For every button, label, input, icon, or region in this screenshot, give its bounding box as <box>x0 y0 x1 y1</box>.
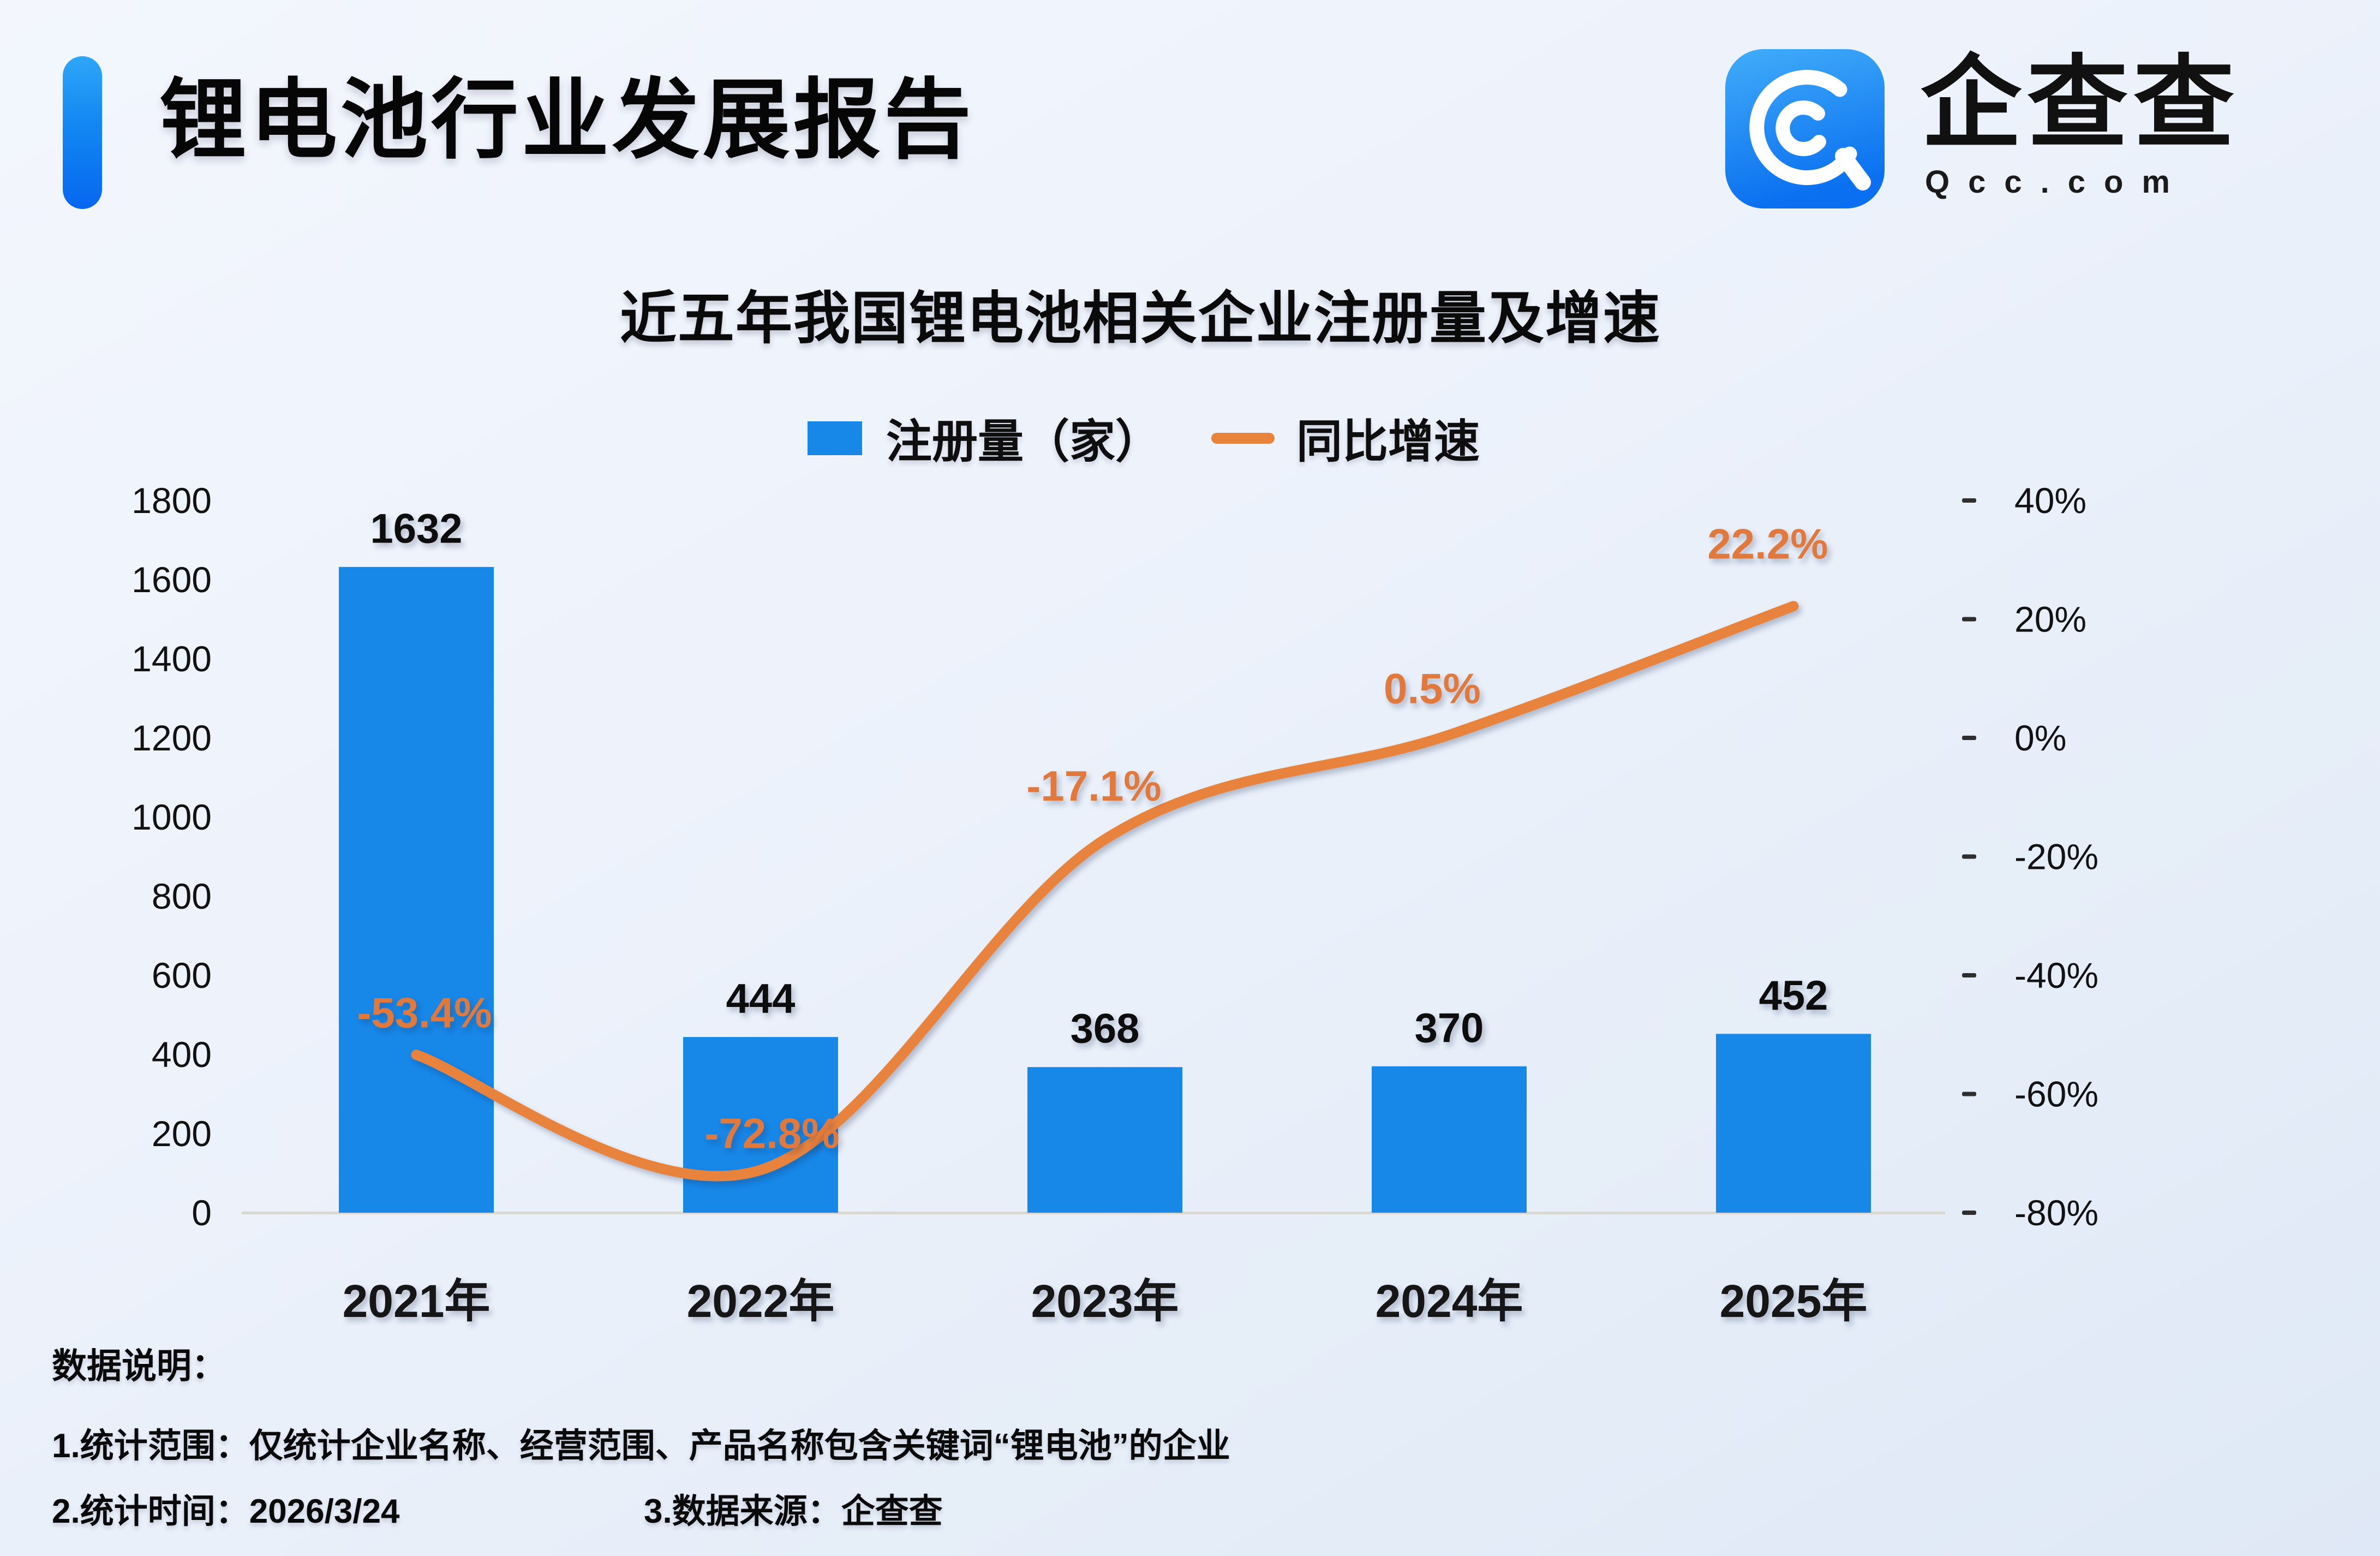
left-axis-tick-label: 1400 <box>131 639 212 679</box>
right-axis-tick-mark <box>1962 617 1976 622</box>
left-axis-tick-label: 400 <box>152 1034 212 1075</box>
x-axis-label: 2025年 <box>1720 1275 1868 1327</box>
growth-value-label: -53.4% <box>357 989 492 1037</box>
notes-heading: 数据说明： <box>52 1346 226 1386</box>
x-axis-label: 2024年 <box>1376 1275 1523 1327</box>
right-axis-tick-mark <box>1962 1092 1976 1096</box>
bar-value-label: 452 <box>1759 973 1828 1019</box>
growth-value-label: 22.2% <box>1707 520 1828 568</box>
bar-value-label: 368 <box>1071 1006 1140 1052</box>
right-axis-tick-label: -80% <box>2014 1193 2098 1233</box>
right-axis-tick-mark <box>1962 1211 1976 1215</box>
right-axis-tick-mark <box>1962 736 1976 740</box>
x-axis-label: 2023年 <box>1031 1275 1179 1327</box>
left-axis-tick-label: 1600 <box>131 559 212 600</box>
legend-bar-swatch <box>808 421 862 455</box>
left-axis-tick-label: 1800 <box>131 480 212 521</box>
right-axis-tick-mark <box>1962 973 1976 977</box>
bar-2025年 <box>1716 1034 1871 1213</box>
left-axis-tick-label: 1000 <box>131 797 212 837</box>
right-axis-tick-label: -40% <box>2014 955 2098 995</box>
chart-legend: 注册量（家） 同比增速 <box>808 405 1480 471</box>
notes-line2-source: 3.数据来源：企查查 <box>644 1493 943 1530</box>
legend-line-label: 同比增速 <box>1296 416 1480 467</box>
notes-line1: 1.统计范围：仅统计企业名称、经营范围、产品名称包含关键词“锂电池”的企业 <box>52 1427 1230 1465</box>
right-axis-tick-label: 40% <box>2014 480 2086 521</box>
right-axis-tick-label: 0% <box>2014 718 2066 758</box>
right-axis-tick-label: -20% <box>2014 837 2098 877</box>
growth-value-label: 0.5% <box>1384 665 1481 713</box>
growth-value-label: -17.1% <box>1026 762 1161 810</box>
brand-name-en: Qcc.com <box>1925 164 2188 200</box>
brand-name-cn: 企查查 <box>1921 47 2240 160</box>
bar-2024年 <box>1372 1066 1527 1213</box>
legend-bar-label: 注册量（家） <box>886 416 1162 467</box>
right-axis-tick-label: -60% <box>2014 1074 2098 1114</box>
legend-line-swatch <box>1211 432 1275 444</box>
chart-title: 近五年我国锂电池相关企业注册量及增速 <box>619 287 1661 350</box>
left-axis-tick-label: 200 <box>152 1113 212 1154</box>
x-axis-label: 2022年 <box>687 1275 835 1327</box>
right-axis-tick-mark <box>1962 498 1976 503</box>
report-title: 锂电池行业发展报告 <box>159 71 975 169</box>
bar-2021年 <box>339 567 494 1213</box>
bar-value-label: 444 <box>726 976 796 1022</box>
bar-value-label: 370 <box>1415 1005 1484 1051</box>
notes-line2-time: 2.统计时间：2026/3/24 <box>52 1493 400 1530</box>
right-axis-tick-label: 20% <box>2014 599 2086 640</box>
right-axis-tick-mark <box>1962 854 1976 859</box>
qcc-logo-icon <box>1725 49 1885 208</box>
left-axis-tick-label: 800 <box>152 876 212 916</box>
x-axis-line <box>242 1212 1945 1214</box>
title-accent-bar <box>63 56 102 209</box>
left-axis-tick-label: 0 <box>192 1193 212 1233</box>
x-axis-label: 2021年 <box>343 1275 491 1327</box>
bar-value-label: 1632 <box>370 505 462 552</box>
bar-2023年 <box>1027 1067 1182 1213</box>
growth-line <box>411 601 1799 1182</box>
bar-2022年 <box>683 1037 838 1213</box>
growth-value-label: -72.8% <box>704 1110 839 1158</box>
left-axis-tick-label: 1200 <box>131 718 212 758</box>
left-axis-tick-label: 600 <box>152 955 212 995</box>
